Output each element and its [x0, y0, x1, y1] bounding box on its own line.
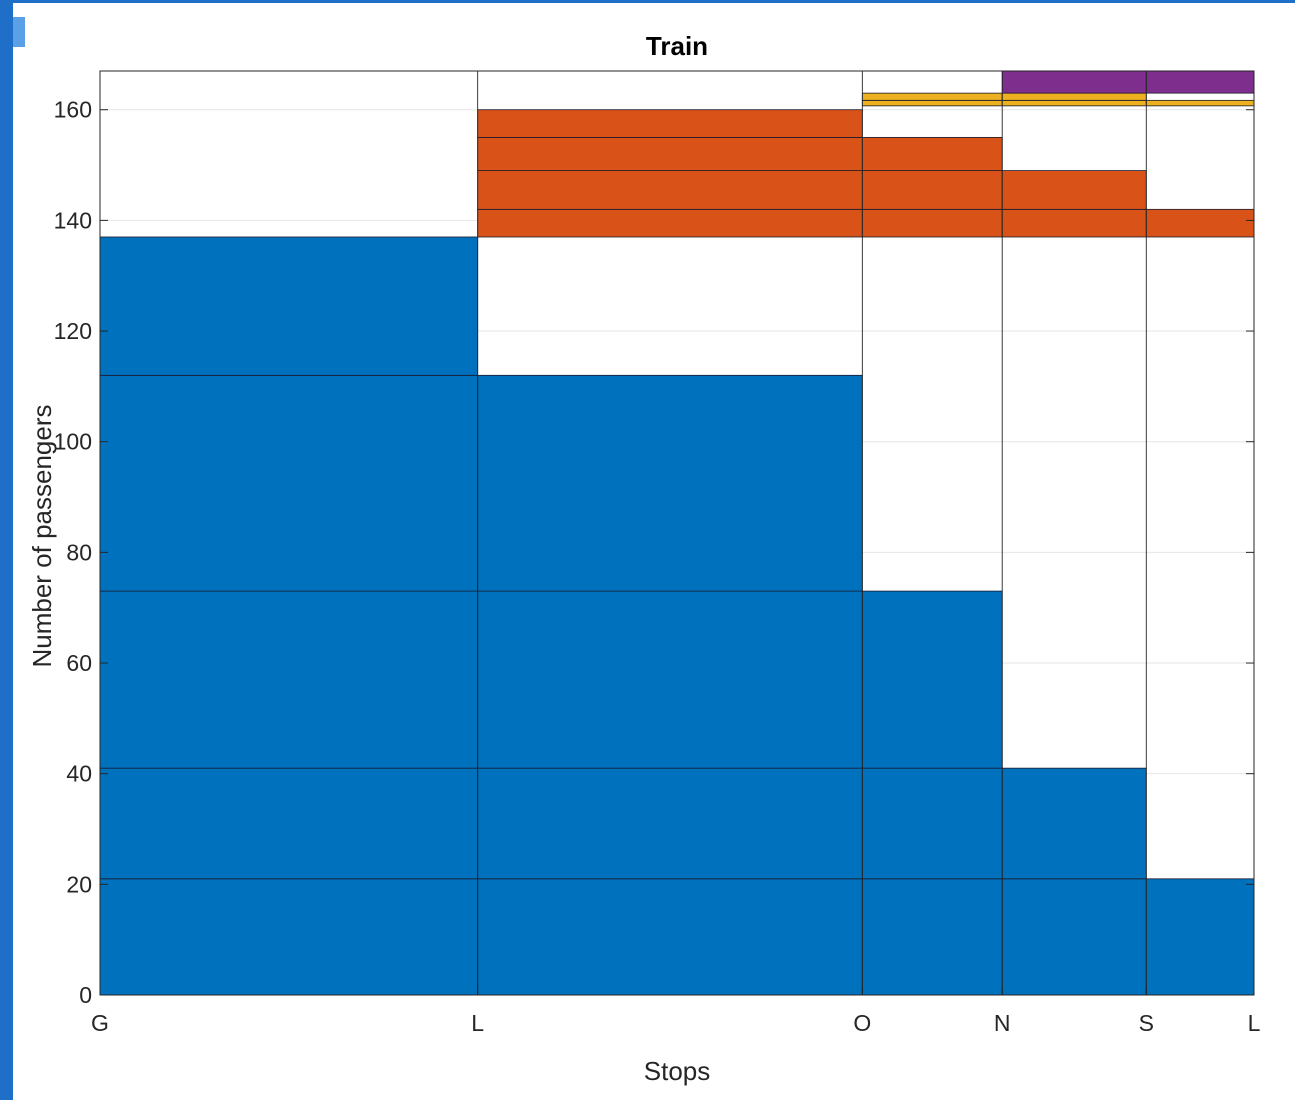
bar-segment-blue	[477, 767, 863, 880]
bar-segment-blue	[861, 878, 1003, 996]
y-tick-label: 60	[66, 650, 92, 676]
stacked-bar-chart: Train 0 20 40 60 80 100 120 140 160 G L O N S L Stops…	[27, 31, 1261, 1086]
bar-segment-yellow	[861, 99, 1003, 107]
x-tick-label: O	[853, 1010, 871, 1036]
y-tick-label: 140	[54, 207, 92, 233]
bar-segment-blue	[1001, 878, 1147, 996]
y-tick-label: 40	[66, 761, 92, 787]
bar-segment-blue	[477, 590, 863, 769]
bar-segment-yellow	[1001, 92, 1147, 101]
x-tick-label: L	[1248, 1010, 1261, 1036]
chart-title: Train	[646, 31, 708, 61]
bar-segment-orange	[477, 109, 863, 138]
bar-segment-blue	[861, 767, 1003, 880]
bar-segment-orange	[861, 136, 1003, 171]
y-tick-label: 20	[66, 871, 92, 897]
bar-segments	[99, 70, 1255, 996]
bar-segment-blue	[99, 767, 479, 880]
bar-segment-blue	[99, 590, 479, 769]
bar-segment-purple	[1145, 70, 1255, 94]
bar-segment-yellow	[1145, 99, 1255, 107]
bar-segment-orange	[477, 136, 863, 171]
x-tick-label: L	[471, 1010, 484, 1036]
figure-window: Train 0 20 40 60 80 100 120 140 160 G L O N S L Stops…	[13, 3, 1295, 1100]
bar-segment-blue	[99, 236, 479, 376]
bar-segment-blue	[1001, 767, 1147, 880]
bar-segment-orange	[1145, 208, 1255, 238]
bar-segment-orange	[861, 208, 1003, 238]
y-tick-label: 0	[79, 982, 92, 1008]
x-axis-title: Stops	[644, 1056, 711, 1086]
bar-segment-orange	[477, 170, 863, 210]
bar-segment-blue	[1145, 878, 1255, 996]
bar-segment-blue	[477, 374, 863, 592]
bar-segment-orange	[1001, 170, 1147, 210]
bar-segment-blue	[477, 878, 863, 996]
y-axis-ticks: 0 20 40 60 80 100 120 140 160	[54, 97, 1254, 1008]
plot-area-border	[99, 70, 1255, 996]
bar-segment-blue	[99, 374, 479, 592]
x-tick-label: G	[91, 1010, 109, 1036]
bar-segment-orange	[861, 170, 1003, 210]
bar-segment-purple	[1001, 70, 1147, 94]
x-tick-label: S	[1139, 1010, 1154, 1036]
stop-dividers	[477, 71, 1147, 995]
bar-segment-blue	[861, 590, 1003, 769]
bar-segment-yellow	[1001, 99, 1147, 107]
y-tick-label: 160	[54, 97, 92, 123]
y-tick-label: 100	[54, 429, 92, 455]
bar-segment-orange	[1001, 208, 1147, 238]
x-tick-label: N	[994, 1010, 1011, 1036]
bar-segment-orange	[477, 208, 863, 238]
y-axis-title: Number of passengers	[27, 404, 57, 667]
bar-segment-yellow	[861, 92, 1003, 101]
y-tick-label: 120	[54, 318, 92, 344]
y-tick-label: 80	[66, 539, 92, 565]
bar-segment-blue	[99, 878, 479, 996]
window-edge-accent	[13, 17, 25, 47]
